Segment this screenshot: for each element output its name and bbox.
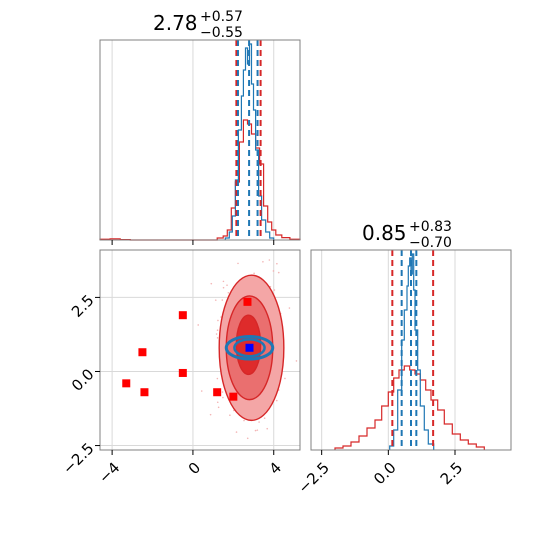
panel-2-sample-dot — [268, 259, 271, 261]
panel-2-ytick-label-2: 2.5 — [68, 291, 98, 321]
panel-2-sample-dot — [258, 421, 260, 423]
panel-2-red-marker-1 — [178, 311, 187, 320]
panel-2-sample-dot — [217, 406, 220, 409]
panel-1-title-upper: +0.57 — [200, 9, 243, 25]
panel-2-sample-dot — [215, 333, 218, 335]
panel-1-title-lower: −0.55 — [200, 25, 243, 41]
panel-2-sample-dot — [275, 399, 278, 402]
panel-2-title-value: 0.85 — [362, 221, 407, 245]
panel-2-red-marker-3 — [178, 368, 187, 377]
panel-2-sample-dot — [222, 396, 224, 399]
panel-2-red-marker-0 — [243, 297, 252, 306]
panel-2-sample-dot — [210, 282, 213, 285]
panel-2-sample-dot — [262, 260, 264, 263]
panel-2-red-marker-5 — [140, 388, 149, 397]
panel-2-sample-dot — [288, 307, 291, 309]
panel-2-sample-dot — [197, 324, 200, 326]
panel-2-sample-dot — [256, 429, 259, 431]
panel-1-frame — [99, 39, 301, 241]
panel-2-sample-dot — [254, 429, 257, 432]
panel-2-sample-dot — [246, 437, 249, 440]
panel-2-sample-dot — [272, 270, 275, 272]
panel-1-histogram — [99, 39, 301, 245]
panel-2-red-marker-6 — [213, 388, 222, 397]
panel-2-blue-marker — [245, 343, 254, 352]
panel-2-title-lower: −0.70 — [409, 235, 452, 251]
panel-2-sample-dot — [222, 280, 225, 283]
panel-2-sample-dot — [209, 413, 212, 416]
panel-2-sample-dot — [263, 417, 266, 419]
panel-3-frame — [310, 249, 512, 451]
panel-3-xtick-label-2: 2.5 — [437, 459, 467, 489]
panel-2-sample-dot — [221, 391, 224, 393]
panel-2-sample-dot — [216, 401, 219, 404]
panel-3-xtick-label-1: 0.0 — [370, 459, 400, 489]
panel-1-title: 2.78 +0.57 −0.55 — [153, 9, 243, 41]
panel-2-xtick-label-1: 0 — [185, 459, 204, 478]
panel-2-sample-dot — [266, 427, 269, 430]
panel-2-red-marker-2 — [138, 348, 147, 357]
panel-2-sample-dot — [216, 329, 219, 332]
panel-2-sample-dot — [217, 319, 219, 322]
panel-2-sample-dot — [229, 414, 231, 417]
panel-2-sample-dot — [200, 390, 203, 392]
panel-3-series-0 — [334, 365, 485, 450]
panel-2-red-marker-7 — [229, 392, 238, 401]
panel-2-sample-dot — [222, 286, 225, 289]
panel-2-sample-dot — [273, 289, 276, 291]
panel-2-sample-dot — [295, 360, 298, 362]
panel-2-sample-dot — [235, 431, 238, 433]
panel-2-sample-dot — [277, 271, 280, 274]
panel-2-sample-dot — [216, 337, 219, 339]
panel-2-sample-dot — [253, 272, 255, 275]
panel-2-sample-dot — [221, 299, 224, 301]
panel-2-title-upper: +0.83 — [409, 219, 452, 235]
panel-2-sample-dot — [284, 377, 286, 380]
panel-2-blue-contour-inner — [233, 338, 266, 358]
panel-2-sample-dot — [276, 262, 278, 265]
panel-2-blue-contour-outer — [224, 335, 275, 361]
panel-2-sample-dot — [227, 291, 230, 294]
panel-2-sample-dot — [237, 262, 239, 265]
panel-2-frame — [99, 249, 301, 451]
panel-3-xtick-label-0: −2.5 — [294, 459, 332, 497]
panel-2-xtick-label-0: −4 — [95, 459, 123, 487]
panel-3-histogram: −2.5 0.0 2.5 — [294, 249, 512, 497]
panel-2-red-marker-4 — [122, 379, 131, 388]
panel-2-ytick-label-1: 0.0 — [68, 365, 98, 395]
panel-2-xtick-label-2: 4 — [266, 459, 285, 478]
panel-2-sample-dot — [214, 299, 217, 301]
panel-2-ytick-label-0: −2.5 — [59, 439, 97, 477]
panel-2-joint: −4 0 4 −2.5 0.0 2.5 — [59, 249, 301, 487]
panel-2-title: 0.85 +0.83 −0.70 — [362, 219, 452, 251]
panel-2-sample-dot — [226, 284, 228, 286]
panel-2-sample-dot — [216, 377, 219, 380]
panel-1-series-0 — [99, 119, 301, 241]
panel-2-sample-dot — [243, 419, 245, 422]
panel-1-title-value: 2.78 — [153, 11, 198, 35]
